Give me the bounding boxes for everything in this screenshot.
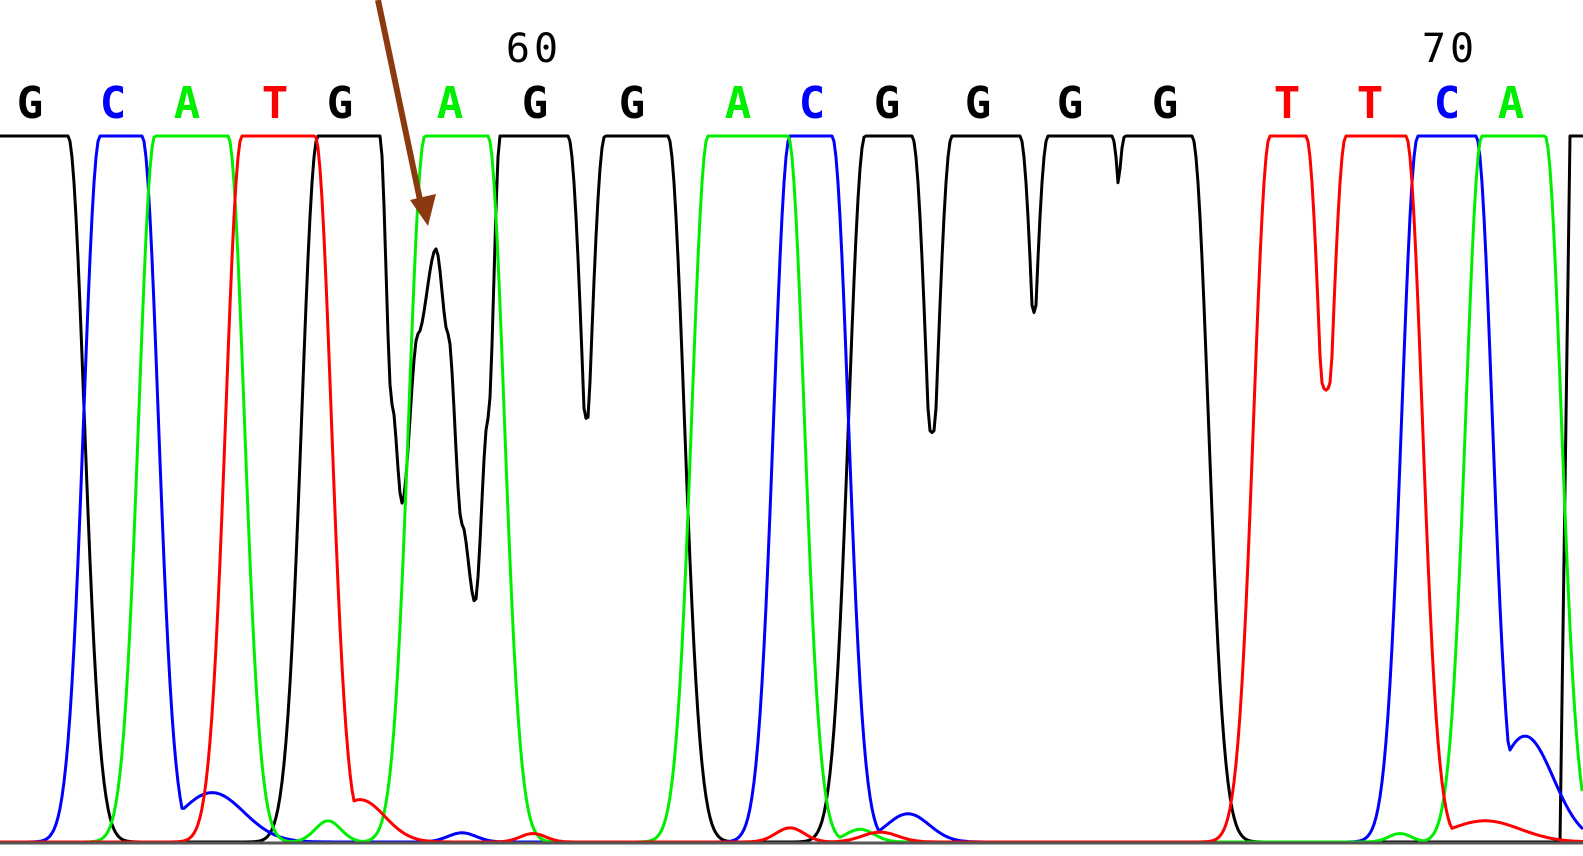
annotation-layer (375, 0, 436, 226)
base-call-7: G (522, 78, 549, 129)
position-label-60: 60 (506, 26, 562, 72)
base-call-9: A (725, 78, 752, 129)
base-call-10: C (799, 78, 826, 129)
trace-layer (0, 134, 1583, 845)
base-call-3: A (174, 78, 201, 129)
base-call-8: G (619, 78, 646, 129)
base-call-1: G (17, 78, 44, 129)
base-call-13: G (1057, 78, 1084, 129)
annotation-arrow-head (410, 194, 436, 226)
trace-a (0, 134, 1583, 844)
annotation-arrow-shaft (375, 0, 423, 201)
label-layer: G C A T G A G G A C G G G G T T C A60 70 (17, 26, 1525, 129)
base-call-18: A (1498, 78, 1525, 129)
trace-t (0, 134, 1583, 844)
base-call-6: A (437, 78, 464, 129)
base-call-16: T (1357, 78, 1384, 129)
base-call-4: T (262, 78, 289, 129)
base-call-14: G (1152, 78, 1179, 129)
base-call-2: C (100, 78, 127, 129)
base-call-12: G (965, 78, 992, 129)
base-call-17: C (1434, 78, 1461, 129)
position-label-70: 70 (1422, 26, 1478, 72)
base-call-15: T (1274, 78, 1301, 129)
base-call-5: G (327, 78, 354, 129)
base-call-11: G (874, 78, 901, 129)
